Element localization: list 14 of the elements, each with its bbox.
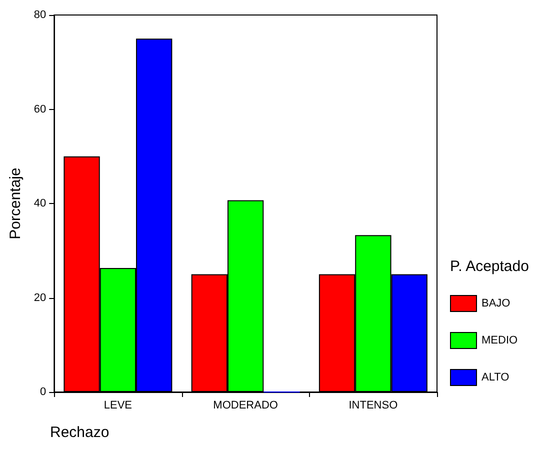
- x-axis-title: Rechazo: [50, 424, 110, 441]
- legend-label: BAJO: [482, 298, 511, 310]
- legend-title: P. Aceptado: [450, 258, 529, 275]
- x-tick-label: MODERADO: [213, 400, 278, 412]
- y-axis-title: Porcentaje: [7, 168, 24, 240]
- legend-label: MEDIO: [482, 334, 518, 346]
- x-tick-label: INTENSO: [348, 400, 398, 412]
- y-tick-label: 80: [34, 9, 46, 21]
- y-tick-label: 40: [34, 198, 46, 210]
- legend-label: ALTO: [482, 372, 510, 384]
- y-tick-label: 20: [34, 292, 46, 304]
- y-tick-label: 60: [34, 103, 46, 116]
- y-tick-label: 0: [40, 386, 46, 398]
- x-tick-label: LEVE: [104, 400, 132, 412]
